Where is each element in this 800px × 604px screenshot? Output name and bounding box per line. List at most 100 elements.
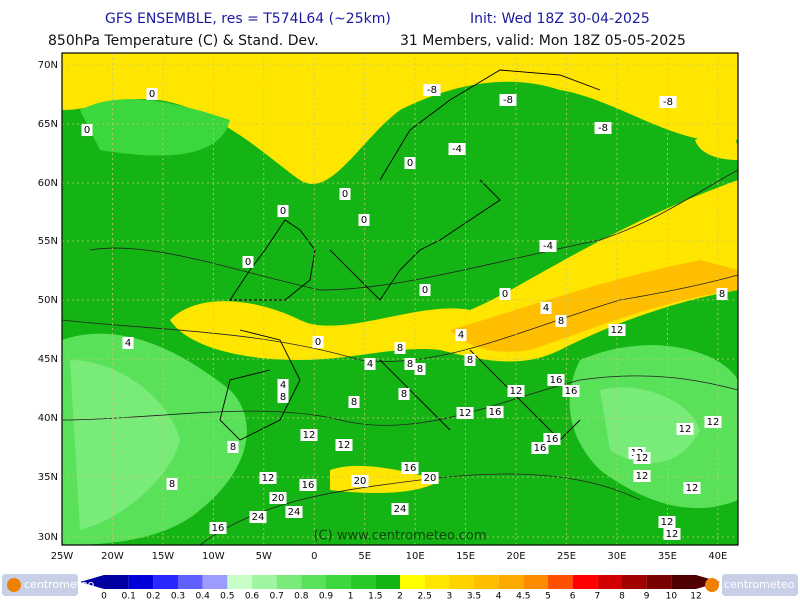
lon-label: 40E <box>708 551 727 562</box>
lon-label: 35E <box>658 551 677 562</box>
contour-label: 12 <box>679 424 692 435</box>
contour-label: 8 <box>280 392 286 403</box>
contour-label: 4 <box>125 338 131 349</box>
label-bg <box>456 407 474 419</box>
label-bg <box>404 358 416 370</box>
isotherm <box>89 169 738 291</box>
contour-label: -4 <box>543 241 553 252</box>
contour-label: 12 <box>262 473 275 484</box>
lighter-area <box>600 387 700 464</box>
color-box <box>523 575 548 589</box>
label-bg <box>348 396 360 408</box>
contour-label: 0 <box>84 125 90 136</box>
contour-label: 4 <box>367 359 373 370</box>
label-bg <box>401 462 419 474</box>
label-bg <box>448 143 466 155</box>
contour-label: 24 <box>394 504 407 515</box>
orange-band <box>450 260 738 352</box>
label-bg <box>608 324 626 336</box>
label-bg <box>499 94 517 106</box>
color-box <box>375 575 400 589</box>
lat-label: 65N <box>38 119 58 130</box>
legend-label: 0 <box>101 592 107 601</box>
logo-box <box>2 574 78 596</box>
contour-label: 16 <box>404 463 417 474</box>
contour-label: 12 <box>707 417 720 428</box>
contour-label: 16 <box>302 480 315 491</box>
contour-label: 16 <box>546 434 559 445</box>
coastline <box>219 69 601 441</box>
legend-label: 5 <box>545 592 551 601</box>
color-box <box>128 575 154 589</box>
contour-label: 8 <box>401 389 407 400</box>
color-box <box>572 575 598 589</box>
legend-label: 0.5 <box>220 592 234 601</box>
label-bg <box>419 284 431 296</box>
color-box <box>597 575 622 589</box>
label-bg <box>555 315 567 327</box>
base-area <box>387 91 642 222</box>
isotherm <box>62 375 738 426</box>
contour-label: 4 <box>458 330 464 341</box>
lon-label: 15W <box>152 551 175 562</box>
color-box <box>202 575 228 589</box>
contour-label: 16 <box>565 386 578 397</box>
legend-label: 10 <box>666 592 678 601</box>
label-bg <box>421 472 439 484</box>
label-bg <box>658 516 676 528</box>
lon-label: 20E <box>507 551 526 562</box>
label-bg <box>242 256 254 268</box>
label-bg <box>339 188 351 200</box>
logo-box <box>722 574 798 596</box>
label-bg <box>122 337 134 349</box>
contour-label: 20 <box>272 493 285 504</box>
field-title: 850hPa Temperature (C) & Stand. Dev. <box>48 33 319 49</box>
label-bg <box>455 329 467 341</box>
color-box <box>178 575 203 589</box>
map-frame <box>61 52 739 546</box>
lon-label: 25W <box>51 551 74 562</box>
color-box <box>498 575 524 589</box>
label-bg <box>398 388 410 400</box>
label-bg <box>227 441 239 453</box>
colorbar: 0 0.1 0.2 0.3 0.4 0.5 0.6 0.7 0.8 0.9 1 1.5 2 2.5 3 3.5… <box>80 575 720 602</box>
light-area <box>80 99 230 156</box>
arrow-left <box>80 575 104 589</box>
color-box <box>252 575 277 589</box>
label-bg <box>547 374 565 386</box>
lat-label: 30N <box>38 532 58 543</box>
legend-label: 0.6 <box>245 592 260 601</box>
label-bg <box>633 452 651 464</box>
legend-label: 0.3 <box>171 592 185 601</box>
lat-label: 35N <box>38 472 58 483</box>
contour-label: 8 <box>558 316 564 327</box>
label-bg <box>540 302 552 314</box>
lat-label: 50N <box>38 295 58 306</box>
label-bg <box>277 205 289 217</box>
lon-label: 20W <box>101 551 124 562</box>
label-bg <box>277 391 289 403</box>
contour-label: 0 <box>502 289 508 300</box>
color-box <box>400 575 425 589</box>
legend-label: 6 <box>570 592 576 601</box>
contour-label: 24 <box>252 512 265 523</box>
label-bg <box>676 423 694 435</box>
lat-label: 60N <box>38 178 58 189</box>
label-bg <box>391 503 409 515</box>
model-title: GFS ENSEMBLE, res = T574L64 (~25km) <box>105 11 391 27</box>
logo-icon <box>7 578 21 592</box>
color-box <box>646 575 672 589</box>
label-bg <box>716 288 728 300</box>
contour-label: -8 <box>427 85 437 96</box>
label-bg <box>539 240 557 252</box>
lon-label: 10E <box>406 551 425 562</box>
lat-label: 40N <box>38 413 58 424</box>
contour-label: 0 <box>315 337 321 348</box>
warm-patch <box>695 133 738 160</box>
logo-left: centrometeo <box>24 578 95 591</box>
contour-label: 16 <box>534 443 547 454</box>
contour-label: -8 <box>663 97 673 108</box>
contour-label: 4 <box>280 380 286 391</box>
color-box <box>326 575 351 589</box>
